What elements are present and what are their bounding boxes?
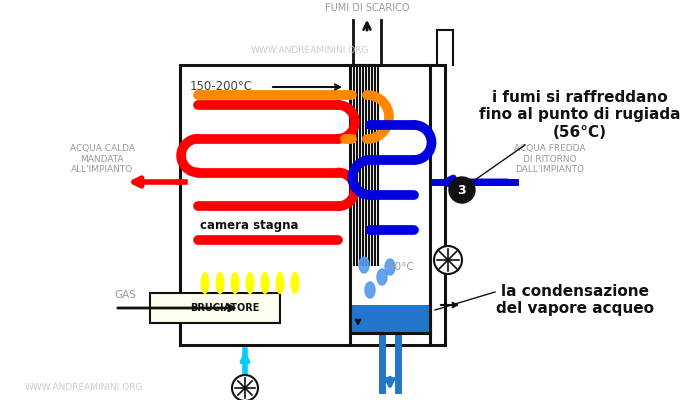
Text: ACQUA FREDDA
DI RITORNO
DALL'IMPIANTO: ACQUA FREDDA DI RITORNO DALL'IMPIANTO — [514, 144, 586, 174]
Text: WWW.ANDREAMININI.ORG: WWW.ANDREAMININI.ORG — [25, 383, 143, 392]
Bar — [150, 293, 280, 323]
Text: 40°C: 40°C — [388, 262, 414, 272]
Text: 3: 3 — [458, 184, 466, 196]
Ellipse shape — [290, 272, 300, 294]
Text: BRUCIATORE: BRUCIATORE — [190, 303, 260, 313]
Text: WWW.ANDREAMININI.ORG: WWW.ANDREAMININI.ORG — [251, 46, 370, 55]
Polygon shape — [377, 269, 387, 285]
Ellipse shape — [276, 272, 284, 294]
Ellipse shape — [216, 272, 225, 294]
Ellipse shape — [230, 272, 239, 294]
Text: FUMI DI SCARICO: FUMI DI SCARICO — [325, 3, 410, 13]
Circle shape — [449, 177, 475, 203]
Text: camera stagna: camera stagna — [200, 218, 298, 232]
Bar — [180, 65, 445, 345]
Ellipse shape — [246, 272, 255, 294]
Ellipse shape — [260, 272, 270, 294]
Text: ACQUA CALDA
MANDATA
ALL'IMPIANTO: ACQUA CALDA MANDATA ALL'IMPIANTO — [69, 144, 134, 174]
Polygon shape — [385, 259, 395, 275]
Circle shape — [434, 246, 462, 274]
Text: GAS: GAS — [114, 290, 136, 300]
Text: la condensazione
del vapore acqueo: la condensazione del vapore acqueo — [496, 284, 654, 316]
Circle shape — [232, 375, 258, 400]
Bar — [350, 305, 430, 333]
Text: 150-200°C: 150-200°C — [190, 80, 253, 94]
Polygon shape — [365, 282, 375, 298]
Polygon shape — [359, 257, 369, 273]
Ellipse shape — [200, 272, 209, 294]
Text: i fumi si raffreddano
fino al punto di rugiada
(56°C): i fumi si raffreddano fino al punto di r… — [480, 90, 680, 140]
